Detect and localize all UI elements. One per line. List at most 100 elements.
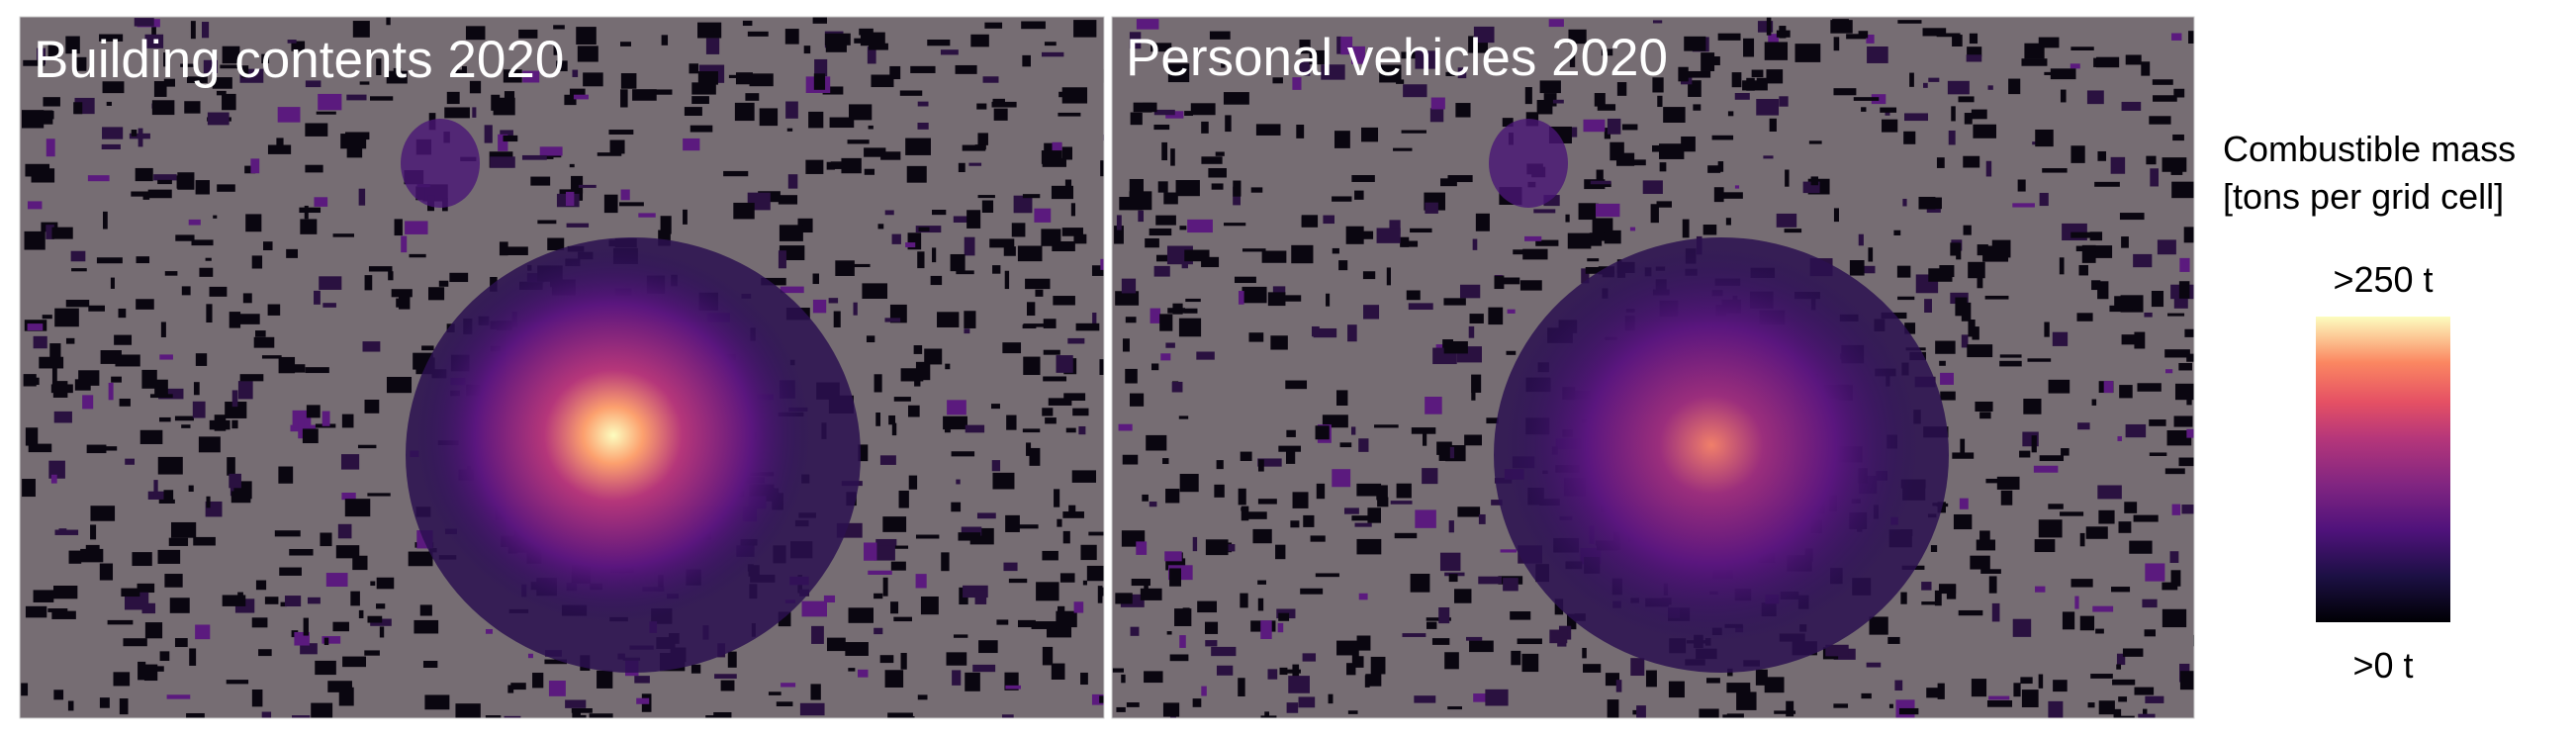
map-cell [152, 666, 164, 672]
map-cell [322, 303, 336, 308]
map-cell [915, 361, 931, 381]
map-cell [868, 125, 874, 130]
map-cell [1160, 353, 1171, 361]
map-cell [1751, 69, 1764, 78]
map-cell [289, 548, 314, 556]
map-cell [287, 40, 297, 44]
map-cell [267, 304, 281, 316]
map-cell [835, 260, 855, 276]
map-cell [106, 101, 112, 106]
map-cell [1351, 175, 1375, 182]
map-cell [1652, 20, 1663, 24]
map-cell [962, 144, 986, 151]
map-cell [1165, 342, 1175, 348]
map-cell [36, 47, 46, 65]
map-cell [1161, 141, 1168, 161]
map-cell [2077, 422, 2090, 430]
map-cell [28, 443, 52, 453]
map-cell [352, 555, 368, 571]
map-cell [485, 628, 493, 634]
map-cell [2171, 181, 2194, 199]
map-cell [527, 653, 533, 659]
map-cell [73, 102, 83, 115]
map-cell [883, 545, 909, 549]
map-cell [1336, 36, 1342, 54]
map-cell [1159, 314, 1173, 331]
map-cell [2134, 331, 2146, 349]
map-cell [1017, 245, 1043, 262]
map-cell [2000, 490, 2013, 506]
map-cell [1003, 562, 1018, 572]
map-cell [1475, 213, 1490, 231]
map-cell [2186, 353, 2194, 362]
map-cell [597, 670, 613, 689]
map-cell [367, 493, 391, 497]
map-cell [2070, 231, 2096, 238]
map-cell [1880, 107, 1897, 113]
map-cell [1961, 334, 1969, 348]
map-cell [1869, 616, 1888, 635]
map-cell [1167, 63, 1190, 83]
map-cell [733, 202, 755, 220]
map-cell [2138, 713, 2156, 718]
map-cell [2008, 78, 2021, 95]
map-cell [1004, 270, 1010, 290]
map-cell [620, 73, 637, 89]
map-cell [358, 188, 366, 206]
map-cell [280, 601, 287, 607]
map-cell [1352, 230, 1374, 239]
map-cell [1185, 298, 1201, 303]
map-cell [504, 91, 515, 108]
map-cell [2079, 532, 2085, 547]
map-cell [2117, 435, 2122, 441]
map-cell [1403, 84, 1427, 98]
map-cell [1888, 703, 1893, 708]
map-cell [573, 94, 589, 100]
map-cell [65, 36, 80, 54]
map-cell [1969, 33, 1978, 45]
map-cell [320, 532, 332, 547]
map-cell [537, 220, 557, 225]
map-cell [54, 529, 79, 535]
map-cell [553, 25, 565, 30]
map-cell [723, 170, 749, 177]
map-cell [1011, 223, 1026, 237]
map-cell [684, 107, 702, 117]
map-cell [1448, 520, 1454, 533]
map-cell [713, 711, 732, 718]
map-cell [291, 41, 306, 51]
map-cell [2013, 683, 2021, 697]
map-cell [2070, 46, 2094, 51]
map-cell [813, 73, 826, 90]
map-cell [1313, 327, 1337, 338]
map-cell [149, 394, 173, 399]
map-cell [24, 230, 46, 250]
map-cell [1454, 589, 1472, 603]
map-cell [882, 516, 907, 532]
map-cell [1444, 652, 1459, 670]
map-cell [953, 216, 971, 223]
map-cell [965, 424, 985, 433]
map-cell [396, 298, 405, 308]
map-cell [1275, 544, 1286, 560]
map-cell [498, 134, 508, 151]
map-cell [879, 455, 896, 465]
map-cell [1938, 584, 1957, 595]
map-cell [2079, 615, 2095, 631]
map-cell [801, 600, 828, 617]
map-cell [1260, 620, 1272, 640]
map-cell [1861, 107, 1867, 112]
map-cell [810, 684, 821, 700]
map-cell [1224, 223, 1246, 227]
map-cell [2086, 90, 2104, 105]
map-cell [780, 286, 804, 294]
map-cell [419, 604, 432, 616]
map-cell [237, 381, 253, 400]
map-cell [229, 312, 241, 328]
map-cell [1833, 88, 1857, 96]
map-cell [359, 81, 370, 85]
map-cell [951, 451, 975, 457]
map-cell [335, 545, 360, 559]
map-cell [469, 80, 482, 94]
